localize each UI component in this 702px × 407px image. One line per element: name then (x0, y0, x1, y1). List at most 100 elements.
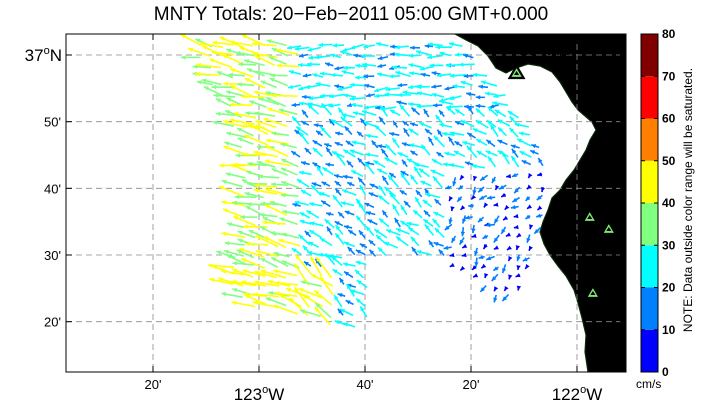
current-vector (462, 141, 475, 146)
current-vector (439, 99, 454, 105)
current-vector (388, 192, 401, 205)
current-vector (491, 273, 499, 282)
current-vector (427, 54, 443, 60)
current-vector (212, 120, 235, 127)
current-vector (433, 135, 445, 148)
current-vector (254, 111, 276, 117)
current-vector (407, 226, 420, 236)
current-vector (235, 50, 255, 57)
current-vector (497, 119, 511, 127)
current-vector (318, 252, 334, 258)
current-vector (330, 255, 343, 267)
current-vector (343, 93, 357, 98)
current-vector (268, 56, 287, 65)
current-vector (221, 269, 245, 276)
current-vector (355, 63, 368, 69)
current-vector (514, 122, 530, 128)
current-vector (225, 172, 246, 179)
current-vector (363, 44, 376, 49)
current-vector (342, 149, 356, 158)
current-vector (500, 192, 507, 198)
current-vector (352, 111, 366, 116)
current-vector (351, 140, 366, 146)
current-vector (275, 48, 299, 55)
current-vector (445, 105, 456, 115)
current-vector (290, 150, 301, 158)
current-vector (294, 254, 313, 275)
current-vector (334, 188, 342, 196)
current-vector (299, 219, 312, 225)
current-vector (436, 151, 445, 158)
current-vector (312, 147, 323, 158)
current-vector (209, 277, 234, 285)
current-vector (414, 196, 422, 208)
current-vector (480, 263, 487, 269)
current-vector (399, 220, 411, 229)
current-vector (431, 158, 443, 166)
current-vector (245, 241, 269, 247)
current-vector (522, 257, 530, 262)
current-vector (312, 139, 323, 147)
current-vector (444, 151, 456, 157)
current-vector (241, 257, 265, 269)
current-vector (293, 286, 311, 308)
current-vector (536, 172, 543, 177)
current-vector (347, 246, 356, 256)
current-vector (355, 215, 367, 228)
current-vector (365, 133, 379, 139)
current-vector (363, 105, 378, 110)
current-vector (363, 121, 377, 128)
current-vector (280, 167, 298, 176)
current-vector (278, 108, 298, 116)
current-vector (361, 110, 377, 116)
current-vector (462, 53, 474, 59)
current-vector (377, 55, 389, 61)
current-vector (435, 45, 452, 50)
current-vector (229, 84, 254, 98)
current-vector (263, 235, 287, 249)
current-vector (365, 152, 379, 158)
current-vector (400, 170, 409, 177)
current-vector (427, 136, 435, 146)
current-vector (247, 181, 268, 186)
current-vector (298, 234, 311, 246)
current-vector (402, 127, 410, 137)
current-vector (466, 145, 478, 159)
current-vector (375, 42, 389, 47)
current-vector (343, 322, 356, 328)
current-vector (462, 215, 467, 224)
current-vector (432, 103, 443, 108)
current-vector (384, 156, 398, 166)
current-vector (463, 73, 474, 79)
current-vector (236, 127, 254, 137)
colorbar-segment (641, 329, 658, 372)
current-vector (420, 72, 431, 78)
current-vector (320, 102, 333, 116)
current-vector (485, 255, 495, 261)
current-vector (255, 70, 275, 76)
current-vector (493, 286, 499, 292)
current-vector (416, 250, 432, 256)
current-vector (444, 223, 453, 231)
current-vector (280, 193, 299, 198)
current-vector (516, 265, 521, 271)
current-vector (196, 62, 221, 69)
current-vector (402, 90, 419, 95)
current-vector (494, 184, 500, 191)
current-vector (494, 109, 507, 118)
current-vector (233, 215, 257, 227)
current-vector (397, 82, 408, 88)
radar-station-marker (583, 283, 602, 300)
current-vector (515, 245, 520, 251)
current-vector (226, 254, 247, 266)
current-vector (471, 224, 476, 234)
current-vector (511, 148, 519, 158)
current-vector (504, 204, 510, 211)
current-vector (345, 299, 354, 306)
current-vector (325, 146, 333, 157)
current-vector (413, 166, 422, 178)
current-vector (308, 241, 320, 248)
current-vector (342, 174, 353, 180)
current-vector (300, 280, 322, 288)
current-vector (395, 236, 409, 247)
